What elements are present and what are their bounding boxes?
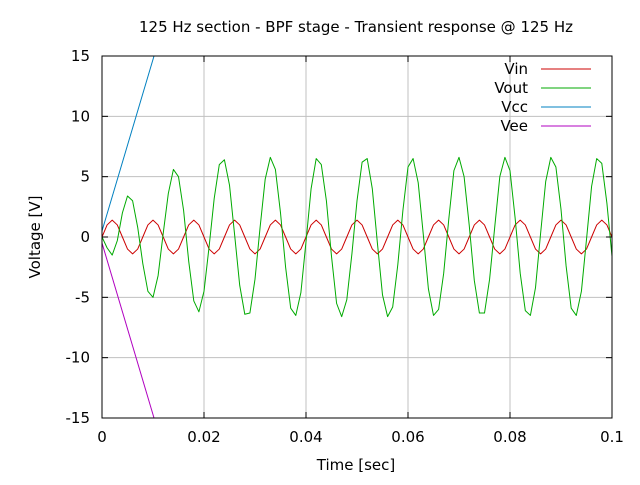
- y-tick-label: 5: [80, 168, 90, 186]
- x-tick-label: 0: [97, 428, 107, 446]
- series-layer: [102, 56, 612, 418]
- chart-title: 125 Hz section - BPF stage - Transient r…: [139, 18, 573, 36]
- x-tick-label: 0.08: [493, 428, 526, 446]
- series-line-vout: [102, 156, 612, 318]
- x-axis-title: Time [sec]: [316, 456, 395, 474]
- legend-label-vcc: Vcc: [501, 98, 528, 116]
- x-tick-label: 0.02: [187, 428, 220, 446]
- y-axis-title: Voltage [V]: [26, 196, 44, 279]
- y-tick-label: -5: [75, 288, 90, 306]
- x-tick-label: 0.1: [600, 428, 624, 446]
- grid: [102, 56, 612, 418]
- legend-label-vout: Vout: [494, 79, 528, 97]
- x-tick-label: 0.04: [289, 428, 322, 446]
- y-tick-label: -10: [66, 349, 91, 367]
- series-line-vee: [102, 242, 155, 418]
- y-tick-label: 15: [71, 47, 90, 65]
- series-line-vcc: [102, 56, 155, 232]
- legend-label-vee: Vee: [500, 117, 528, 135]
- x-tick-label: 0.06: [391, 428, 424, 446]
- ticks: 0 0.02 0.04 0.06 0.08 0.1 -15 -10 -5 0 5 10 15: [66, 47, 624, 446]
- series-line-vin: [102, 219, 612, 255]
- y-tick-label: 0: [80, 228, 90, 246]
- legend-label-vin: Vin: [504, 60, 528, 78]
- y-tick-label: -15: [66, 409, 91, 427]
- y-tick-label: 10: [71, 107, 90, 125]
